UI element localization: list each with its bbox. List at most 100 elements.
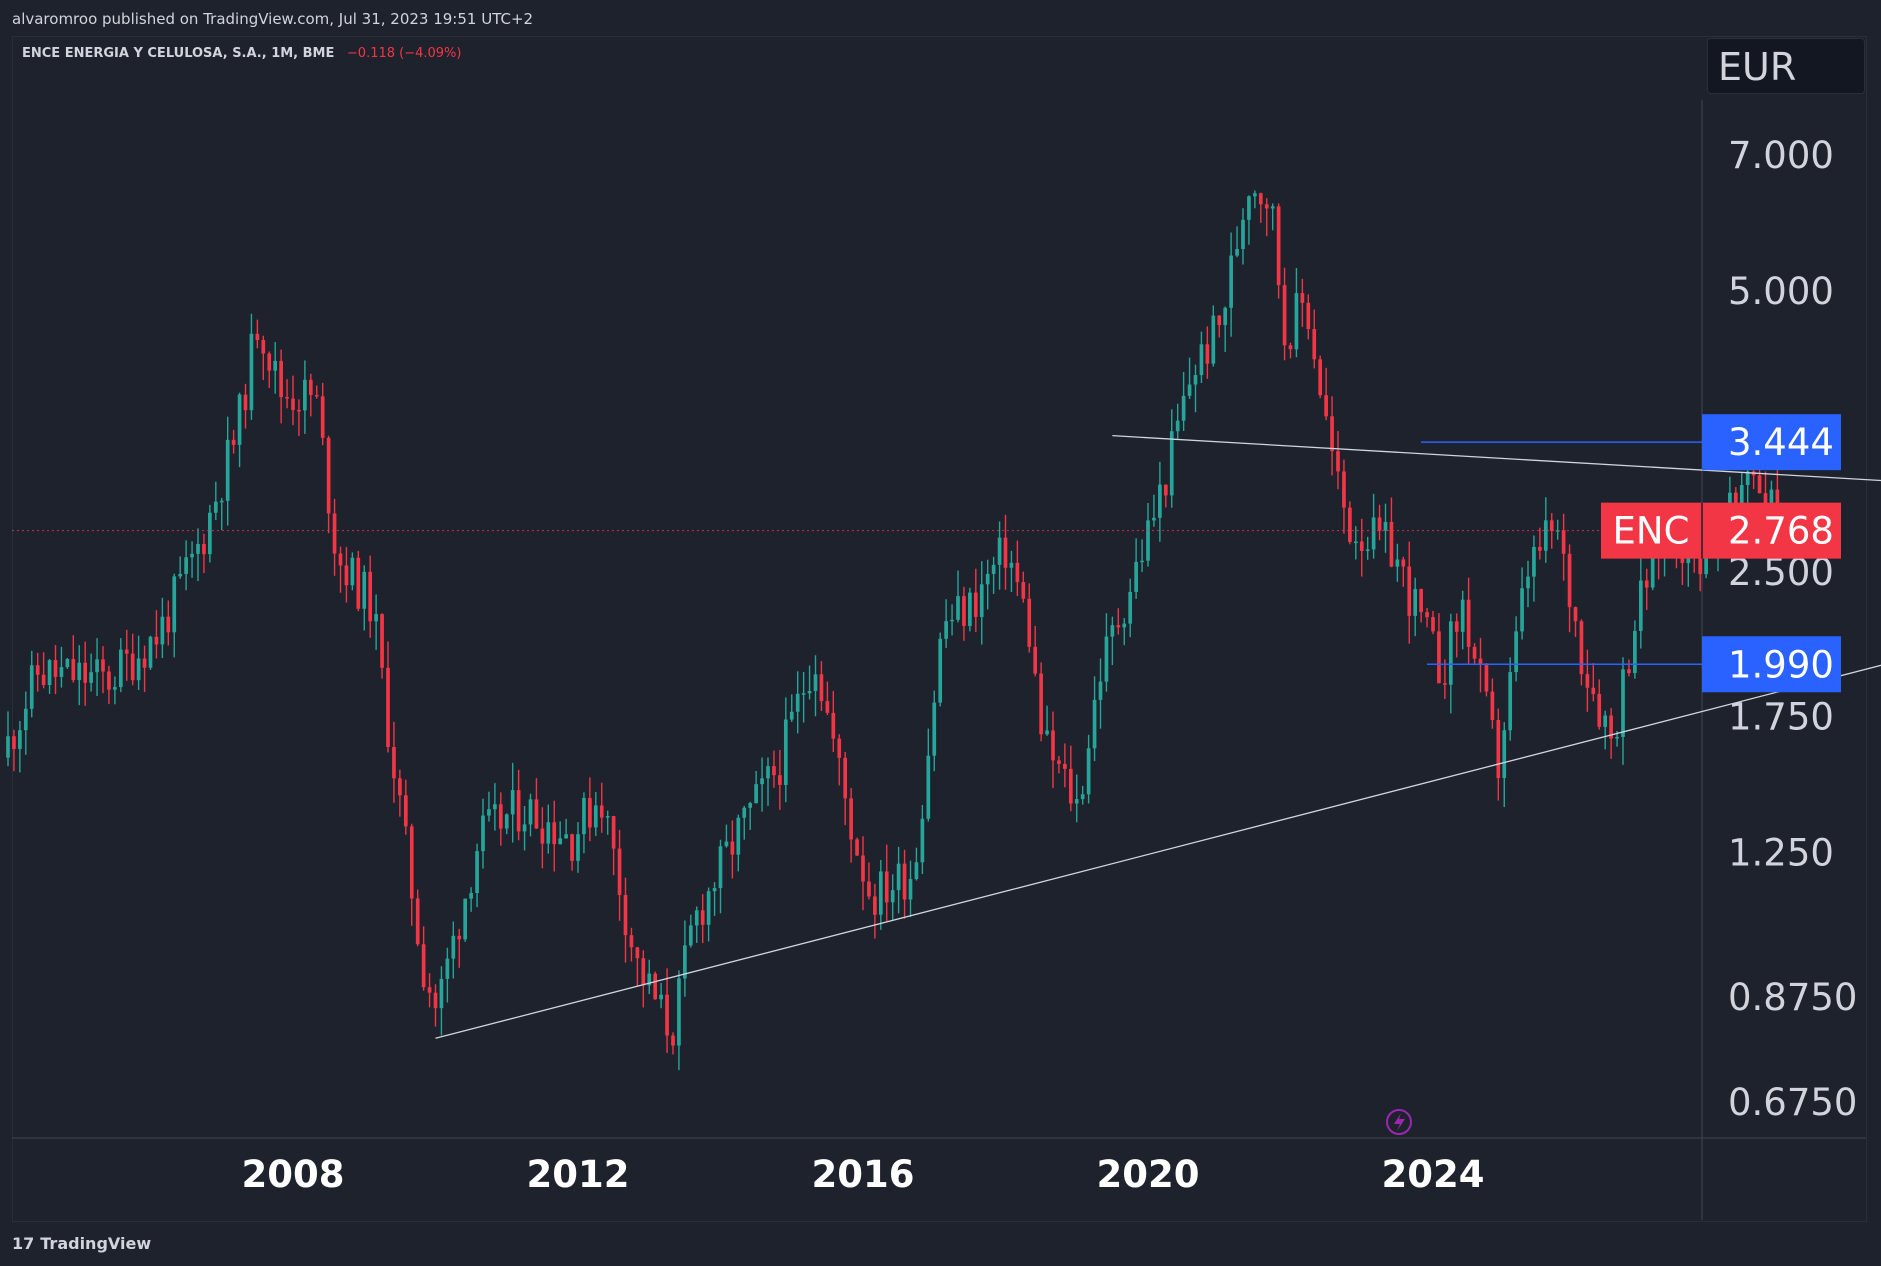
candle-body — [136, 658, 141, 681]
candle-body — [427, 987, 432, 993]
candle-body — [677, 978, 681, 1046]
candle-body — [142, 658, 147, 668]
candle-body — [1514, 631, 1518, 673]
candle-body — [279, 360, 283, 398]
candle-body — [1478, 658, 1483, 665]
candle-body — [1763, 493, 1768, 505]
candle-body — [1134, 561, 1138, 592]
candle-body — [1353, 541, 1358, 544]
candle-body — [564, 834, 568, 839]
candle-body — [1253, 193, 1257, 197]
candle-body — [1401, 559, 1406, 567]
trendline[interactable] — [1112, 434, 1881, 484]
candle-body — [184, 557, 188, 574]
candle-body — [831, 712, 836, 739]
candle-body — [783, 719, 788, 785]
candle-body — [1644, 580, 1649, 588]
candle-body — [107, 671, 111, 690]
candle-body — [623, 895, 628, 936]
candle-body — [18, 730, 22, 749]
candle-body — [991, 564, 996, 574]
candle-body — [1300, 293, 1305, 303]
candle-body — [1443, 683, 1447, 685]
candle-body — [1532, 546, 1536, 577]
candle-body — [920, 818, 925, 863]
candle-body — [647, 973, 652, 986]
price-level-badge — [1702, 636, 1841, 693]
candle-body — [493, 804, 497, 810]
candle-body — [332, 513, 337, 554]
candle-body — [1330, 416, 1334, 452]
candle-body — [463, 898, 468, 940]
candle-body — [1312, 329, 1317, 360]
candle-body — [902, 863, 907, 900]
candle-body — [1294, 293, 1299, 350]
candle-body — [1306, 302, 1311, 330]
y-tick-label: 5.000 — [1728, 270, 1834, 313]
candle-body — [356, 557, 361, 609]
candle-body — [487, 809, 491, 816]
candle-body — [950, 619, 954, 622]
event-marker[interactable] — [1386, 1109, 1412, 1135]
candle-body — [932, 702, 937, 756]
candle-body — [1193, 375, 1198, 385]
x-tick-label: 2012 — [527, 1153, 630, 1196]
candle-body — [308, 379, 313, 395]
currency-button[interactable]: EUR — [1707, 38, 1865, 94]
candle-body — [1419, 589, 1423, 613]
candle-body — [1365, 549, 1370, 552]
candle-body — [1342, 471, 1346, 508]
candle-body — [973, 592, 978, 617]
candle-body — [1324, 395, 1328, 417]
price-chart[interactable]: 7.0005.0002.5001.7501.2500.87500.6750200… — [0, 0, 1881, 1222]
y-tick-label: 1.250 — [1728, 832, 1834, 875]
candle-body — [130, 653, 135, 681]
candle-body — [1003, 537, 1008, 568]
candle-body — [1187, 384, 1192, 396]
candle-body — [582, 797, 586, 835]
candle-body — [724, 841, 729, 847]
candle-body — [1199, 344, 1204, 376]
trendline[interactable] — [435, 652, 1881, 1039]
candle-body — [849, 798, 853, 840]
candle-body — [962, 596, 966, 626]
candle-body — [825, 701, 830, 713]
candle-body — [510, 790, 515, 815]
candle-body — [617, 848, 622, 896]
symbol-legend[interactable]: ENCE ENERGIA Y CELULOSA, S.A., 1M, BME −… — [22, 46, 461, 61]
candle-body — [1437, 631, 1441, 684]
candle-body — [41, 674, 46, 685]
overlays-group — [12, 434, 1881, 1039]
candle-body — [504, 814, 509, 829]
candle-body — [1217, 315, 1222, 326]
candle-body — [611, 816, 616, 849]
chart-frame — [12, 36, 1867, 1222]
candle-body — [1074, 799, 1079, 804]
candle-body — [576, 834, 580, 861]
candle-body — [196, 544, 200, 554]
candle-body — [219, 500, 224, 503]
candle-body — [1359, 541, 1364, 552]
candle-body — [1146, 520, 1150, 561]
candle-body — [1270, 206, 1275, 209]
candle-body — [1496, 719, 1501, 779]
candle-body — [873, 896, 877, 915]
x-tick-label: 2024 — [1382, 1153, 1485, 1196]
price-change: −0.118 (−4.09%) — [346, 46, 462, 61]
candle-body — [968, 592, 972, 626]
candle-body — [190, 553, 194, 558]
candle-body — [1407, 566, 1412, 616]
candle-body — [1585, 674, 1590, 688]
candle-body — [12, 736, 16, 749]
candle-body — [1288, 345, 1293, 350]
candle-body — [867, 881, 871, 897]
candle-body — [1431, 617, 1435, 632]
candle-body — [1229, 255, 1233, 308]
candle-body — [1039, 673, 1043, 735]
candle-body — [760, 778, 764, 785]
last-price-value: 2.768 — [1728, 510, 1834, 553]
candle-body — [1490, 691, 1495, 720]
candle-body — [908, 879, 913, 900]
candle-body — [1484, 664, 1489, 692]
candle-body — [498, 804, 503, 829]
